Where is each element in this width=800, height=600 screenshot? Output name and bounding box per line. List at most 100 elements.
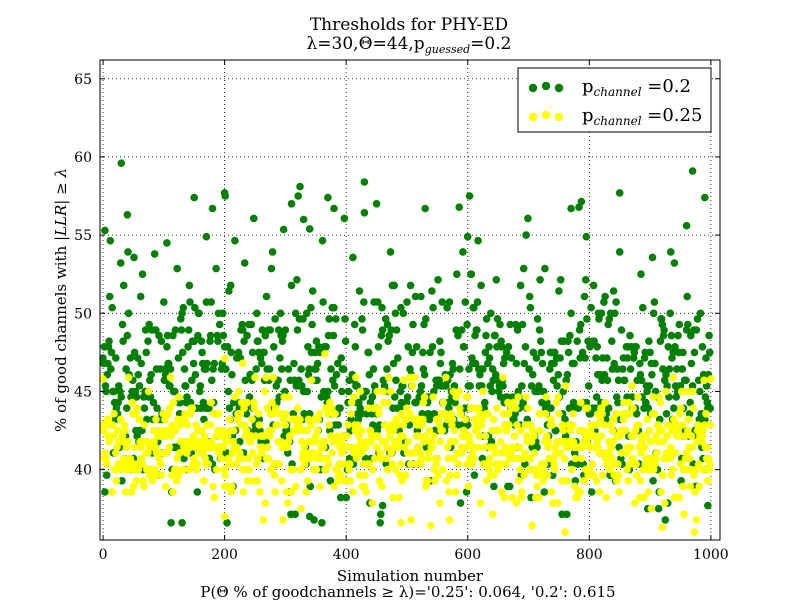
subtitle-main: λ=30,Θ=44,p bbox=[307, 34, 425, 54]
data-point bbox=[150, 250, 159, 258]
data-point bbox=[690, 348, 699, 357]
data-point bbox=[442, 373, 450, 382]
data-point bbox=[334, 421, 343, 429]
data-point bbox=[332, 370, 341, 379]
data-point bbox=[457, 449, 465, 457]
data-point bbox=[538, 359, 547, 368]
data-point bbox=[201, 454, 209, 463]
data-point bbox=[670, 404, 678, 413]
data-point bbox=[512, 499, 521, 507]
data-point bbox=[533, 315, 542, 323]
data-point bbox=[318, 236, 327, 245]
data-point bbox=[488, 387, 496, 396]
data-point bbox=[429, 393, 437, 401]
data-point bbox=[530, 432, 538, 440]
data-point bbox=[437, 348, 445, 357]
data-point bbox=[659, 331, 668, 340]
data-point bbox=[701, 193, 709, 202]
data-point bbox=[626, 365, 635, 373]
data-point bbox=[318, 519, 326, 527]
data-point bbox=[167, 471, 176, 480]
data-point bbox=[654, 504, 663, 513]
data-point bbox=[126, 454, 135, 463]
data-point bbox=[373, 387, 382, 396]
data-point bbox=[682, 376, 690, 385]
data-point bbox=[222, 365, 230, 373]
data-point bbox=[671, 343, 679, 351]
data-point bbox=[570, 482, 579, 491]
data-point bbox=[264, 454, 273, 463]
data-point bbox=[631, 499, 639, 507]
data-point bbox=[130, 348, 139, 357]
data-point bbox=[338, 387, 346, 396]
data-point bbox=[481, 348, 490, 357]
data-point bbox=[324, 460, 333, 468]
data-point bbox=[276, 410, 284, 418]
legend-label-value: =0.25 bbox=[642, 105, 703, 126]
data-point bbox=[382, 454, 391, 463]
data-point bbox=[299, 315, 307, 323]
data-point bbox=[481, 432, 490, 440]
data-point bbox=[623, 354, 632, 362]
data-point bbox=[346, 460, 354, 468]
data-point bbox=[688, 443, 696, 452]
data-point bbox=[632, 460, 640, 468]
data-point bbox=[621, 426, 629, 435]
data-point bbox=[417, 460, 425, 468]
data-point bbox=[185, 281, 194, 290]
data-point bbox=[553, 499, 562, 507]
y-label-middle: | ≥ bbox=[52, 178, 70, 205]
data-point bbox=[629, 404, 637, 413]
data-point bbox=[640, 443, 649, 452]
data-point bbox=[365, 460, 374, 468]
data-point bbox=[102, 387, 110, 396]
data-point bbox=[220, 354, 229, 363]
data-point bbox=[637, 376, 646, 385]
data-point bbox=[206, 331, 215, 340]
data-point bbox=[477, 281, 485, 290]
data-point bbox=[508, 493, 516, 502]
data-point bbox=[109, 432, 118, 440]
data-point bbox=[570, 359, 578, 368]
data-point bbox=[169, 488, 177, 496]
data-point bbox=[470, 303, 478, 312]
data-point bbox=[267, 264, 276, 273]
data-point bbox=[530, 449, 539, 457]
data-point bbox=[186, 298, 194, 306]
data-point bbox=[175, 449, 184, 457]
data-point bbox=[307, 421, 315, 429]
data-point bbox=[662, 370, 670, 379]
data-point bbox=[308, 449, 316, 457]
data-point bbox=[387, 449, 396, 457]
data-point bbox=[203, 359, 211, 368]
data-point bbox=[418, 410, 427, 418]
x-tick-label: 200 bbox=[211, 547, 238, 563]
data-point bbox=[225, 404, 234, 413]
data-point bbox=[399, 309, 408, 318]
data-point bbox=[556, 276, 565, 284]
legend-marker bbox=[528, 112, 538, 122]
data-point bbox=[583, 315, 591, 323]
data-point bbox=[665, 365, 674, 373]
data-point bbox=[491, 331, 499, 340]
data-point bbox=[614, 471, 623, 480]
data-point bbox=[535, 410, 544, 418]
data-point bbox=[403, 404, 411, 413]
data-point bbox=[112, 477, 121, 485]
data-point bbox=[493, 404, 501, 413]
data-point bbox=[642, 432, 650, 440]
data-point bbox=[404, 343, 413, 351]
data-point bbox=[450, 426, 459, 435]
data-point bbox=[259, 516, 268, 524]
data-point bbox=[465, 437, 474, 446]
data-point bbox=[474, 236, 482, 245]
data-point bbox=[138, 460, 147, 468]
data-point bbox=[519, 264, 528, 273]
data-point bbox=[406, 460, 415, 468]
data-point bbox=[171, 426, 180, 435]
subtitle-subscript: guessed bbox=[425, 43, 470, 56]
data-point bbox=[554, 393, 563, 401]
data-point bbox=[233, 443, 241, 452]
data-point bbox=[305, 512, 314, 521]
data-point bbox=[666, 454, 674, 463]
